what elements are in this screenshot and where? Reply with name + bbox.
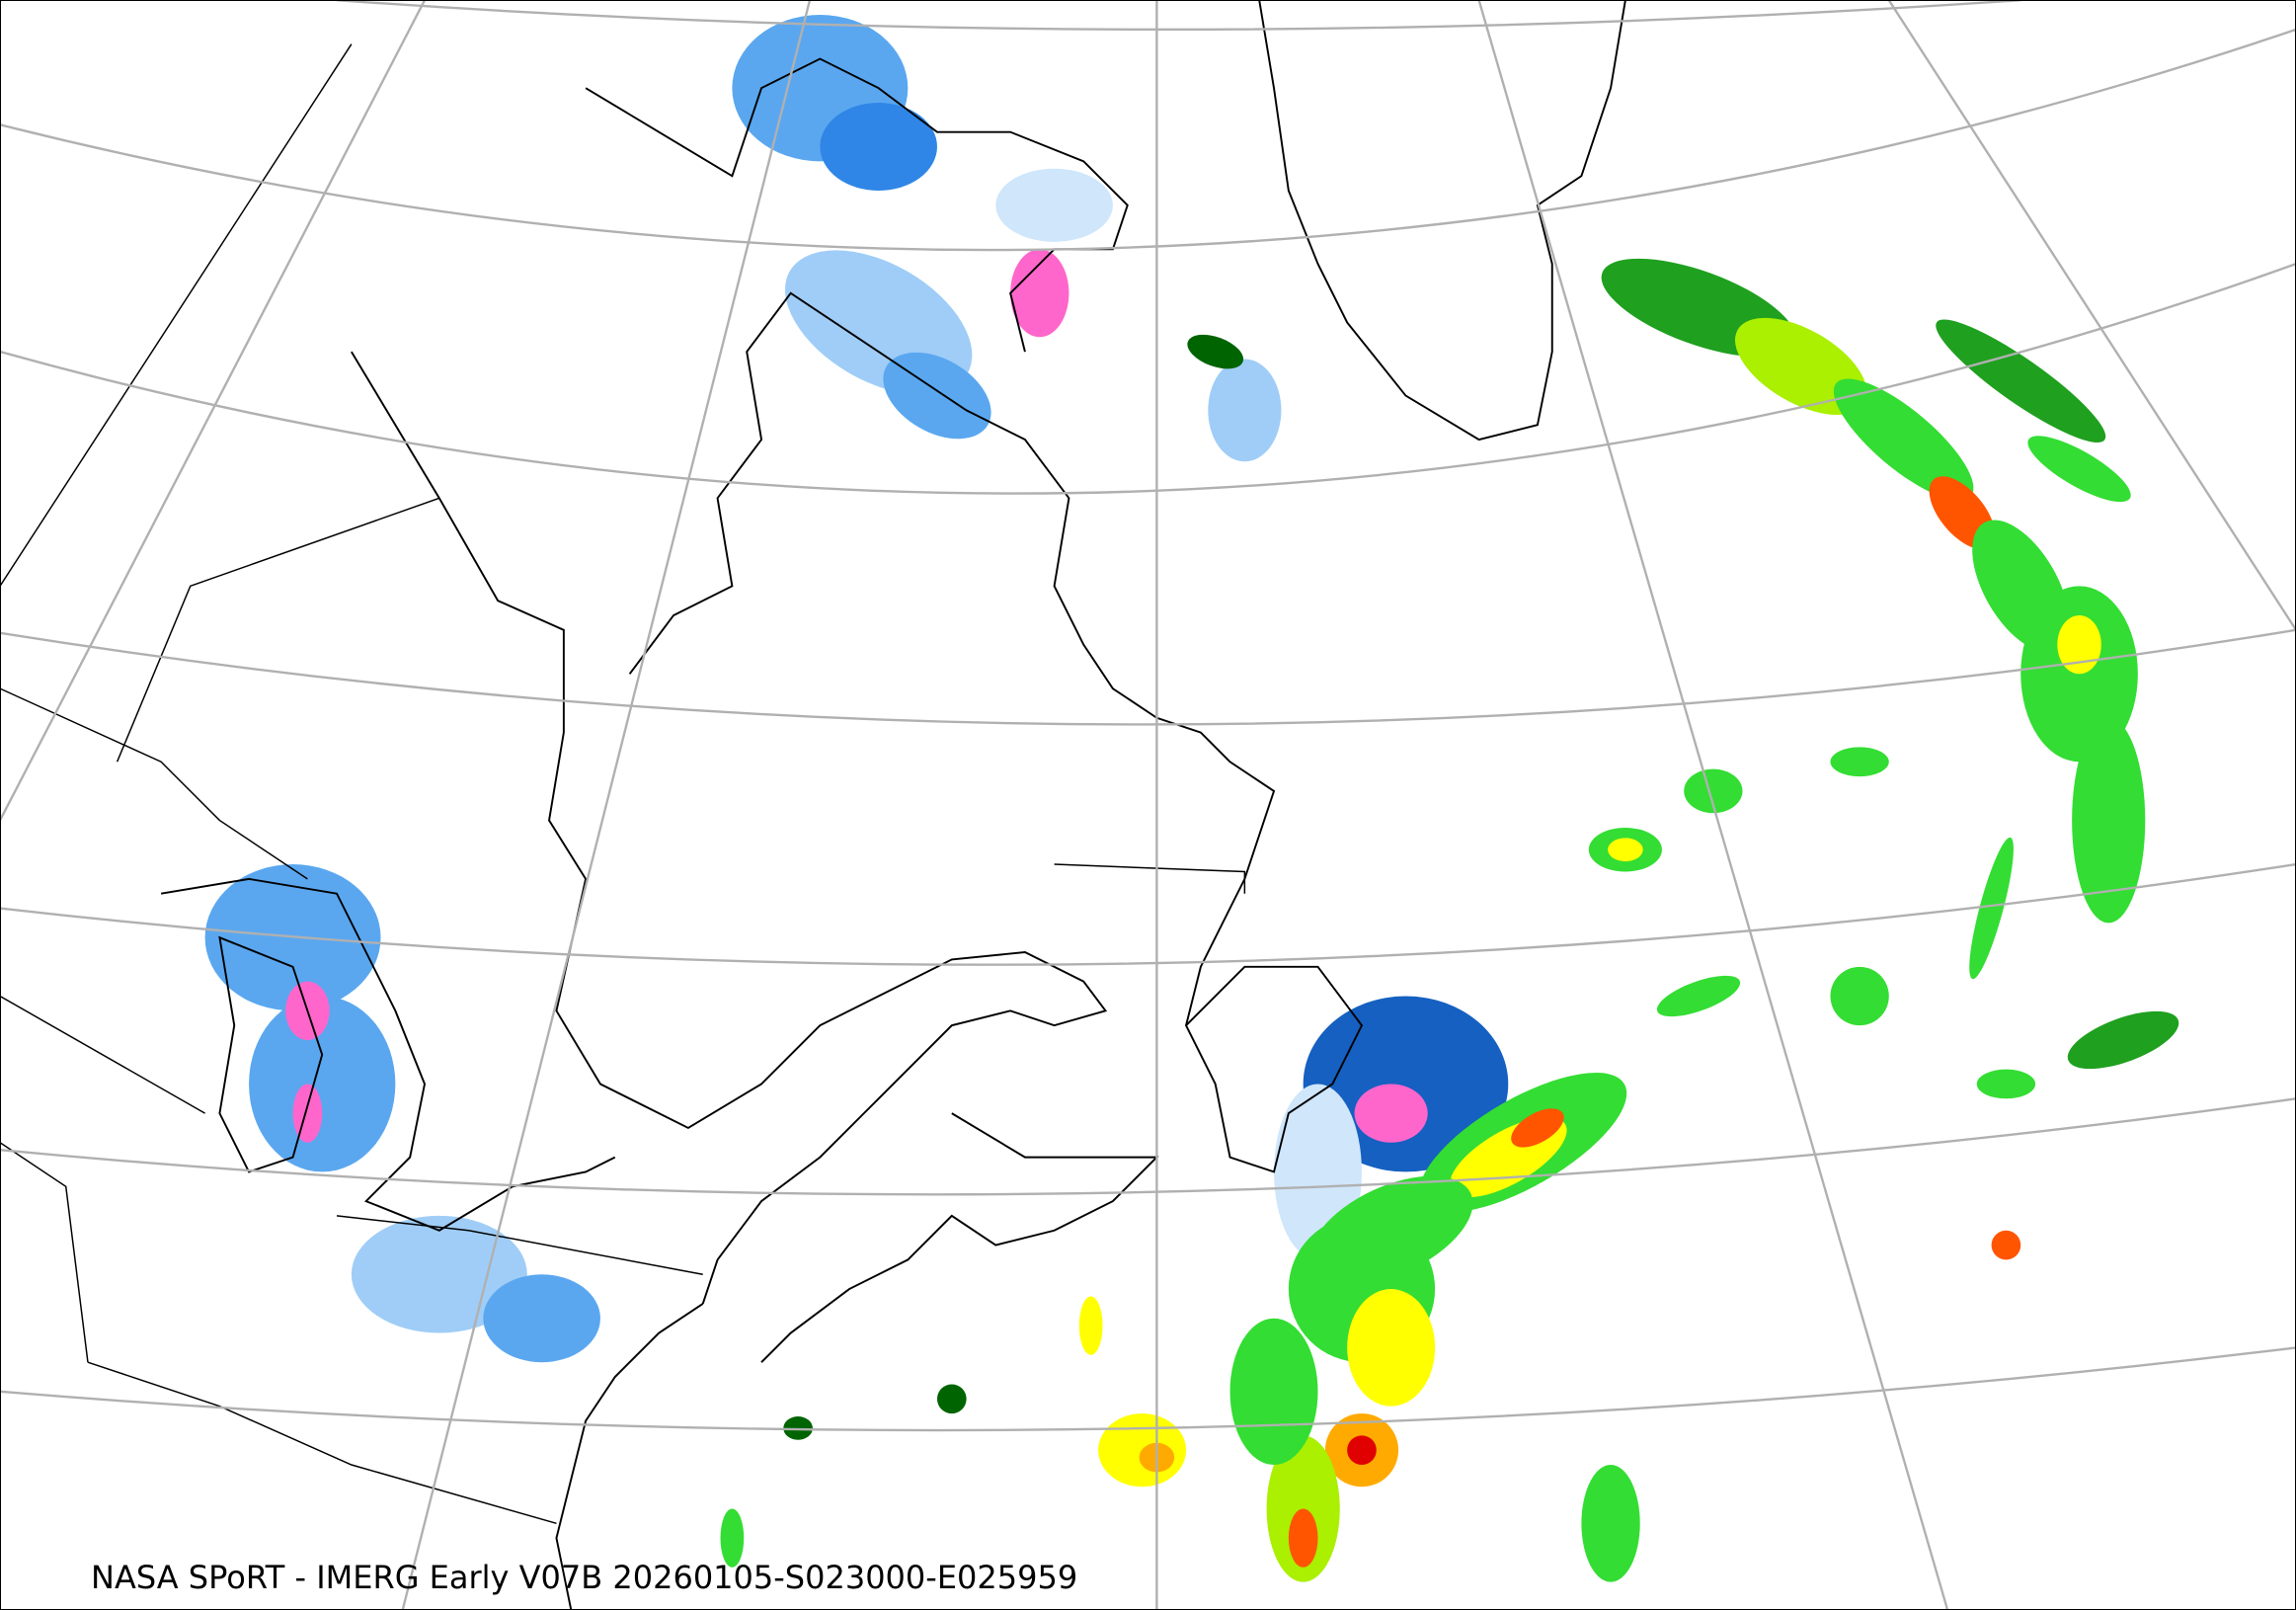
precipitation-area: [1187, 334, 1244, 369]
precipitation-layer: [204, 15, 2179, 1582]
precipitation-area: [1833, 378, 1974, 501]
map-caption: NASA SPoRT - IMERG Early V07B 20260105-S…: [91, 1559, 1078, 1596]
borders: [0, 43, 1246, 1525]
precipitation-area: [483, 1274, 600, 1363]
precipitation-area: [1830, 966, 1889, 1026]
precipitation-area: [1078, 1296, 1103, 1355]
coastline-greenland: [1258, 0, 1626, 442]
precipitation-area: [249, 996, 396, 1172]
precipitation-area: [1969, 837, 2014, 980]
precipitation-area: [1830, 747, 1889, 777]
precipitation-area: [1936, 319, 2106, 443]
precipitation-area: [2027, 436, 2131, 503]
coastline-newfoundland: [1184, 965, 1364, 1173]
precipitation-area: [1010, 249, 1069, 338]
coastline-maritimes: [760, 1112, 1159, 1363]
precipitation-area: [1229, 1318, 1318, 1465]
precipitation-area: [1656, 975, 1741, 1017]
coastline-great-lakes: [160, 877, 616, 1232]
precipitation-area: [351, 1215, 527, 1333]
precipitation-area: [1288, 1508, 1318, 1568]
precipitation-area: [936, 1384, 967, 1414]
precipitation-area: [1684, 768, 1743, 814]
precipitation-area: [1581, 1464, 1640, 1582]
precipitation-area: [1511, 1108, 1564, 1148]
coastline-labrador: [628, 291, 1276, 1026]
precipitation-area: [2057, 614, 2101, 675]
precipitation-area: [995, 168, 1113, 242]
precipitation-area: [1208, 359, 1282, 462]
precipitation-area: [1976, 1069, 2036, 1099]
precipitation-area: [883, 352, 991, 440]
coastline-hudson-bay: [351, 351, 1108, 1305]
precipitation-area: [1347, 1435, 1377, 1465]
precipitation-area: [783, 1416, 813, 1440]
precipitation-area: [1991, 1230, 2021, 1260]
precipitation-area: [1354, 1084, 1428, 1143]
precipitation-area: [720, 1508, 745, 1568]
precipitation-area: [1608, 838, 1643, 862]
precipitation-area: [2067, 1010, 2179, 1070]
precipitation-area: [2072, 717, 2146, 924]
precipitation-area: [820, 103, 937, 191]
coastlines: [160, 0, 1626, 1610]
coastline-us-east: [555, 1303, 704, 1610]
precipitation-area: [1347, 1289, 1436, 1407]
precipitation-area: [292, 1084, 323, 1143]
